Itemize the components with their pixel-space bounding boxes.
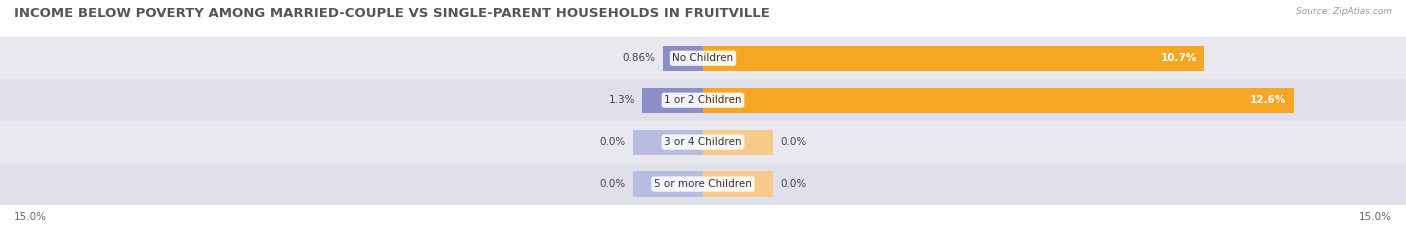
Text: 15.0%: 15.0% bbox=[14, 212, 46, 222]
Text: 15.0%: 15.0% bbox=[1360, 212, 1392, 222]
Bar bbox=[643, 88, 703, 113]
Bar bbox=[633, 130, 703, 155]
Bar bbox=[662, 46, 703, 71]
Text: 0.0%: 0.0% bbox=[780, 137, 807, 147]
Bar bbox=[703, 171, 773, 197]
Text: Source: ZipAtlas.com: Source: ZipAtlas.com bbox=[1296, 7, 1392, 16]
Bar bbox=[703, 88, 1294, 113]
Text: 0.0%: 0.0% bbox=[599, 137, 626, 147]
Text: 12.6%: 12.6% bbox=[1250, 95, 1286, 105]
Text: 0.86%: 0.86% bbox=[623, 53, 655, 63]
Text: No Children: No Children bbox=[672, 53, 734, 63]
Bar bbox=[0, 163, 1406, 205]
Text: 0.0%: 0.0% bbox=[780, 179, 807, 189]
Text: 1.3%: 1.3% bbox=[609, 95, 636, 105]
Bar bbox=[0, 37, 1406, 79]
Bar bbox=[0, 121, 1406, 163]
Text: 1 or 2 Children: 1 or 2 Children bbox=[664, 95, 742, 105]
Bar bbox=[703, 46, 1205, 71]
Bar bbox=[633, 171, 703, 197]
Bar bbox=[0, 79, 1406, 121]
Text: 10.7%: 10.7% bbox=[1161, 53, 1198, 63]
Text: INCOME BELOW POVERTY AMONG MARRIED-COUPLE VS SINGLE-PARENT HOUSEHOLDS IN FRUITVI: INCOME BELOW POVERTY AMONG MARRIED-COUPL… bbox=[14, 7, 770, 20]
Text: 0.0%: 0.0% bbox=[599, 179, 626, 189]
Bar bbox=[703, 130, 773, 155]
Text: 3 or 4 Children: 3 or 4 Children bbox=[664, 137, 742, 147]
Text: 5 or more Children: 5 or more Children bbox=[654, 179, 752, 189]
